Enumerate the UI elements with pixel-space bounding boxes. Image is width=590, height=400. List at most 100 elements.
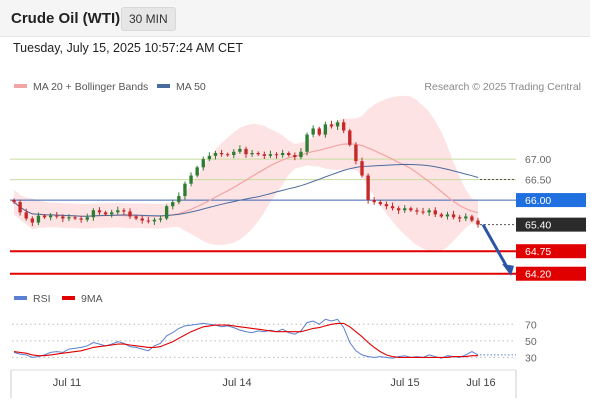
candle-body — [152, 219, 157, 222]
candle-body — [372, 200, 376, 203]
candle-body — [207, 155, 212, 160]
level-label-64.75: 64.75 — [525, 246, 551, 258]
candle-body — [164, 206, 169, 219]
candle-body — [128, 211, 132, 217]
candle-body — [305, 134, 309, 152]
candle-body — [403, 208, 407, 211]
legend-label-2: MA 50 — [176, 81, 206, 93]
candle-body — [342, 122, 346, 131]
candle-body — [433, 210, 437, 215]
candle-body — [268, 154, 273, 156]
rsi-line — [13, 318, 479, 359]
rsi-level-label-30: 30 — [525, 352, 537, 364]
candle-body — [226, 154, 230, 156]
x-tick-jul-15: Jul 15 — [390, 377, 419, 389]
legend-swatch-1 — [14, 84, 27, 88]
rsi-legend-swatch-1 — [14, 296, 27, 300]
candle-body — [354, 144, 358, 162]
candle-body — [183, 183, 187, 196]
candle-body — [335, 122, 340, 127]
candle-body — [213, 153, 218, 156]
candle-body — [134, 216, 138, 219]
candle-body — [458, 217, 462, 219]
candle-body — [18, 202, 22, 213]
candle-body — [244, 148, 248, 155]
candle-body — [61, 216, 65, 219]
candle-body — [122, 210, 126, 212]
candle-body — [146, 220, 150, 222]
candle-body — [476, 220, 480, 225]
candle-body — [238, 148, 242, 152]
candle-body — [396, 208, 401, 211]
candle-body — [274, 154, 279, 156]
candle-body — [97, 210, 102, 213]
candle-body — [30, 218, 34, 223]
rsi-level-label-70: 70 — [525, 319, 537, 331]
candle-body — [195, 167, 199, 176]
candle-body — [12, 200, 16, 203]
candle-body — [256, 153, 260, 155]
forecast-arrow-head — [502, 263, 514, 276]
candle-body — [323, 124, 328, 135]
level-label-66.00: 66.00 — [525, 195, 551, 207]
candle-body — [91, 210, 96, 218]
chart-header: Crude Oil (WTI) 30 MIN — [0, 0, 590, 37]
candle-body — [189, 175, 193, 184]
last-price-label: 65.40 — [525, 220, 551, 232]
bollinger-band-area — [14, 95, 478, 252]
level-label-66.50: 66.50 — [525, 175, 551, 187]
candle-body — [42, 215, 47, 218]
level-tag-66.00 — [516, 193, 586, 208]
candle-body — [439, 214, 444, 217]
candle-body — [116, 210, 120, 213]
candle-body — [409, 208, 413, 211]
x-tick-jul-11: Jul 11 — [53, 377, 82, 389]
candle-body — [317, 128, 321, 135]
x-axis-area — [11, 370, 516, 400]
x-tick-jul-16: Jul 16 — [466, 377, 495, 389]
candle-body — [421, 211, 425, 213]
candle-body — [79, 218, 83, 220]
candle-body — [219, 153, 224, 155]
candle-body — [67, 217, 71, 219]
rsi-legend-label-1: RSI — [33, 293, 51, 305]
candle-body — [445, 214, 450, 217]
candle-body — [110, 212, 114, 215]
candle-body — [329, 124, 334, 127]
candle-body — [311, 128, 315, 135]
rsi-ma-line — [13, 322, 478, 358]
candle-body — [73, 217, 77, 219]
copyright-note: Research © 2025 Trading Central — [424, 81, 581, 93]
legend-swatch-2 — [157, 84, 170, 88]
rsi-legend-swatch-2 — [62, 296, 75, 300]
candle-body — [293, 155, 297, 158]
timestamp: Tuesday, July 15, 2025 10:57:24 AM CET — [13, 41, 243, 55]
last-price-tag — [516, 217, 586, 232]
candle-body — [48, 215, 53, 218]
candle-body — [140, 218, 144, 221]
candle-body — [201, 159, 205, 168]
candle-body — [250, 153, 254, 155]
interval-button[interactable]: 30 MIN — [121, 7, 176, 31]
candle-body — [85, 217, 89, 220]
level-tag-64.75 — [516, 244, 586, 259]
candle-body — [366, 175, 370, 201]
candle-body — [378, 202, 382, 205]
candle-body — [158, 218, 163, 220]
candle-body — [262, 154, 266, 156]
ma50-line — [13, 163, 479, 217]
candle-body — [171, 202, 175, 207]
candle-body — [427, 210, 431, 213]
level-label-67.00: 67.00 — [525, 154, 551, 166]
candle-body — [348, 130, 352, 145]
candle-body — [451, 214, 456, 218]
instrument-title: Crude Oil (WTI) — [11, 10, 121, 27]
candle-body — [360, 161, 364, 176]
candle-body — [232, 151, 236, 156]
level-tag-64.20 — [516, 266, 586, 281]
forecast-arrow-shaft — [481, 223, 510, 270]
candle-body — [280, 153, 285, 156]
candle-body — [464, 216, 468, 219]
candle-body — [177, 195, 181, 203]
